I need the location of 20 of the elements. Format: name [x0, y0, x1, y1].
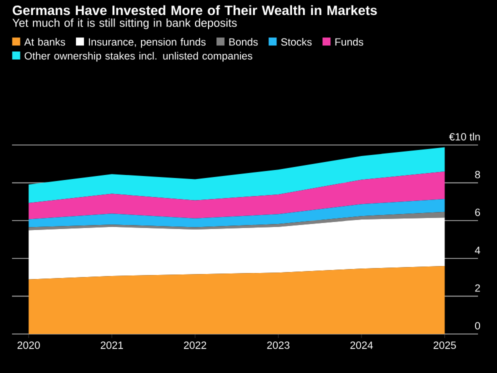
x-tick-label: 2022 [184, 342, 206, 349]
chart-subtitle: Yet much of it is still sitting in bank deposits [12, 18, 237, 30]
y-tick-label: 6 [475, 208, 480, 216]
y-tick-label: 0 [475, 322, 480, 330]
y-tick-label: 4 [474, 246, 480, 254]
legend-label: Insurance, pension funds [88, 38, 206, 48]
legend-label: Other ownership stakes incl. unlisted companies [24, 52, 252, 62]
x-tick-label: 2021 [100, 342, 123, 349]
x-tick-label: 2020 [18, 342, 40, 349]
legend-label: At banks [24, 38, 66, 46]
chart-title: Germans Have Invested More of Their Wealth in Markets [12, 5, 377, 16]
y-tick-label: €10 tln [449, 132, 480, 140]
legend-label: Funds [335, 38, 364, 46]
legend-label: Bonds [229, 38, 258, 46]
x-tick-label: 2024 [350, 342, 373, 349]
y-tick-label: 2 [475, 284, 480, 292]
x-tick-label: 2025 [434, 342, 456, 349]
y-tick-label: 8 [475, 170, 480, 178]
legend-label: Stocks [281, 38, 312, 46]
x-tick-label: 2023 [267, 342, 290, 349]
